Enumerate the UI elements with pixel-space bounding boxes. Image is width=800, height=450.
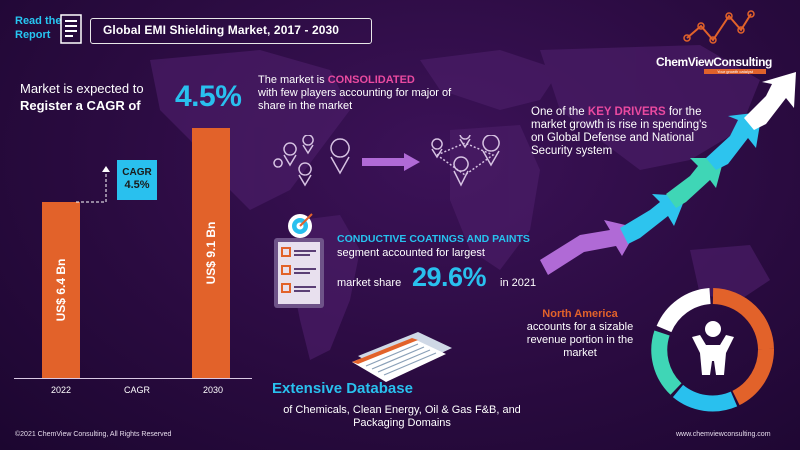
north-america-text: North America accounts for a sizable rev…: [525, 308, 635, 360]
arrow-right-icon: [362, 153, 420, 171]
consolidated-pre: The market is: [258, 74, 328, 86]
x-tick-cagr: CAGR: [123, 385, 150, 395]
growth-arrow-icon: [540, 72, 796, 275]
conductive-year: in 2021: [500, 277, 537, 289]
website-link[interactable]: www.chemviewconsulting.com: [676, 431, 771, 438]
cagr-box: CAGR 4.5%: [117, 160, 157, 200]
drivers-pre: One of the: [531, 106, 588, 118]
cagr-connector-icon: [76, 166, 110, 203]
cagr-value: 4.5%: [175, 80, 242, 113]
logo-tagline: Your growth catalyst: [704, 69, 766, 74]
bar-2030: [192, 127, 230, 378]
conductive-line2: segment accounted for largest: [337, 247, 485, 259]
conductive-value: 29.6%: [412, 262, 487, 292]
consolidated-post: with few players accounting for major of…: [258, 87, 452, 112]
document-stack-icon: [352, 332, 452, 382]
drivers-highlight: KEY DRIVERS: [587, 106, 666, 118]
north-america-title: North America: [542, 308, 618, 320]
bar-label-2022: US$ 6.4 Bn: [54, 258, 68, 322]
consolidated-text: The market is CONSOLIDATED with few play…: [258, 74, 473, 113]
consolidated-highlight: CONSOLIDATED: [327, 74, 415, 86]
conductive-line3: market share: [337, 277, 402, 289]
north-america-desc: accounts for a sizable revenue portion i…: [526, 321, 634, 359]
key-drivers-text: One of the KEY DRIVERS for the market gr…: [531, 106, 711, 158]
growth-chart-logo-icon: [683, 10, 755, 44]
logo-name: ChemViewConsulting: [656, 55, 772, 69]
drivers-post: for the market growth is rise in spendin…: [531, 106, 708, 157]
x-tick-2030: 2030: [202, 385, 224, 395]
cagr-statement-line2: Register a CAGR of: [20, 98, 141, 113]
cagr-box-label: CAGR: [122, 167, 152, 178]
read-report-link[interactable]: Read the Report: [15, 14, 61, 42]
regional-donut-icon: [651, 288, 775, 412]
checklist-icon: [274, 213, 324, 308]
database-title: Extensive Database: [272, 380, 413, 397]
conductive-title: CONDUCTIVE COATINGS AND PAINTS: [337, 233, 530, 245]
read-report-line1: Read the: [15, 15, 62, 27]
read-report-line2: Report: [15, 29, 51, 41]
report-icon[interactable]: [60, 14, 82, 44]
x-tick-2022: 2022: [50, 385, 72, 395]
page-title: Global EMI Shielding Market, 2017 - 2030: [90, 18, 372, 44]
chart-baseline: [14, 378, 252, 379]
bar-2022: [42, 202, 80, 378]
cagr-statement-line1: Market is expected to: [20, 81, 144, 96]
person-icon: [692, 321, 734, 375]
database-text: of Chemicals, Clean Energy, Oil & Gas F&…: [283, 404, 521, 429]
copyright-text: ©2021 ChemView Consulting, All Rights Re…: [15, 431, 172, 438]
location-pin-icon: [273, 135, 350, 187]
cagr-box-value: 4.5%: [124, 179, 150, 191]
bar-label-2030: US$ 9.1 Bn: [204, 221, 218, 285]
location-pin-network-icon: [431, 135, 500, 187]
